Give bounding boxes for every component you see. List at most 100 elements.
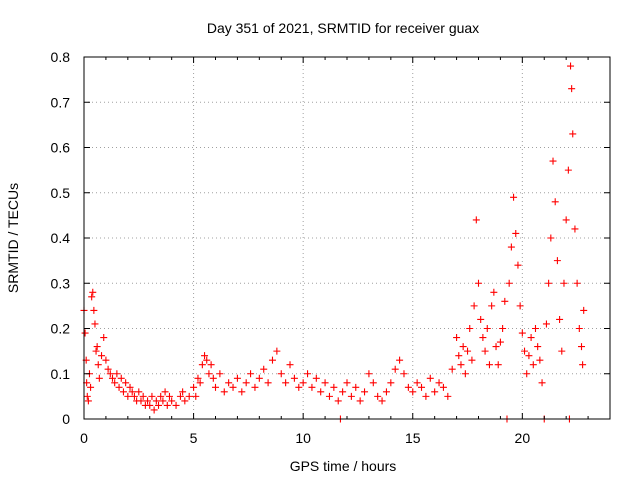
data-point-0-174 [568, 85, 576, 93]
data-point-0-158 [536, 356, 544, 364]
data-point-0-4 [83, 392, 91, 400]
data-point-0-23 [113, 370, 121, 378]
data-point-0-14 [94, 361, 102, 369]
data-point-0-134 [483, 325, 491, 332]
data-point-0-70 [238, 388, 246, 396]
data-point-0-168 [558, 347, 566, 355]
data-point-0-75 [260, 365, 268, 373]
data-point-0-157 [534, 343, 542, 351]
data-point-0-12 [92, 347, 100, 355]
data-point-0-111 [413, 379, 421, 387]
data-point-0-28 [124, 392, 132, 400]
data-point-0-45 [161, 388, 169, 396]
data-point-0-51 [179, 388, 187, 396]
data-point-0-151 [521, 347, 529, 355]
data-point-0-62 [207, 361, 215, 369]
data-point-0-81 [286, 361, 294, 369]
data-point-0-71 [242, 379, 250, 387]
data-point-0-13 [93, 343, 101, 351]
data-point-0-110 [409, 388, 417, 396]
data-point-0-88 [317, 388, 325, 396]
data-point-0-147 [512, 229, 520, 237]
data-point-0-1 [81, 329, 89, 337]
grid-layer [84, 57, 610, 419]
data-point-0-34 [137, 397, 145, 405]
data-point-0-30 [128, 388, 136, 396]
data-point-0-136 [488, 302, 496, 310]
data-point-0-38 [146, 401, 154, 409]
data-point-0-65 [216, 370, 224, 378]
data-point-0-149 [516, 302, 524, 310]
y-tick-label-0: 0 [62, 411, 70, 427]
data-point-0-64 [212, 383, 219, 391]
data-point-0-177 [573, 279, 581, 287]
data-point-0-94 [339, 388, 347, 396]
data-point-0-116 [435, 379, 443, 387]
data-point-0-5 [84, 397, 92, 405]
data-point-0-80 [282, 379, 290, 387]
data-point-0-87 [312, 374, 320, 382]
data-point-0-52 [181, 397, 189, 405]
data-point-0-48 [168, 397, 176, 405]
data-point-0-146 [510, 193, 518, 201]
data-point-0-20 [106, 370, 114, 378]
data-point-0-19 [104, 365, 112, 373]
data-point-0-9 [89, 288, 97, 296]
data-point-0-42 [155, 401, 163, 409]
data-point-0-167 [556, 315, 564, 323]
data-point-0-53 [185, 392, 193, 400]
data-point-0-171 [564, 166, 572, 174]
data-point-0-15 [95, 374, 103, 382]
data-point-0-96 [347, 392, 355, 400]
data-point-0-66 [220, 388, 228, 396]
data-point-0-83 [295, 383, 303, 391]
data-point-0-61 [205, 370, 213, 378]
data-point-0-163 [547, 234, 555, 242]
data-point-0-49 [172, 401, 180, 409]
data-point-0-155 [529, 361, 537, 369]
data-point-0-41 [152, 397, 160, 405]
data-point-0-35 [139, 392, 147, 400]
data-point-0-102 [374, 392, 382, 400]
data-point-0-145 [507, 243, 515, 251]
x-tick-label-3: 15 [405, 430, 421, 446]
data-point-0-67 [225, 379, 233, 387]
data-point-0-68 [229, 383, 237, 391]
data-point-0-92 [334, 397, 342, 405]
data-point-0-46 [163, 401, 171, 409]
axes-layer: 0 5 10 15 20 0 0.1 0.2 0.3 0.4 0.5 0.6 0.7 0.8 [51, 49, 611, 446]
data-point-0-91 [330, 383, 338, 391]
chart-title: Day 351 of 2021, SRMTID for receiver gua… [207, 20, 479, 36]
data-point-0-76 [264, 379, 272, 387]
data-point-0-170 [562, 216, 570, 224]
data-point-0-127 [468, 356, 476, 364]
x-tick-label-2: 10 [295, 430, 311, 446]
data-point-0-18 [102, 356, 110, 364]
data-point-0-173 [567, 62, 575, 70]
data-point-0-126 [466, 325, 474, 332]
data-point-0-117 [439, 383, 447, 391]
data-point-0-156 [531, 325, 539, 332]
data-point-0-73 [251, 383, 259, 391]
data-point-0-56 [194, 374, 202, 382]
data-point-0-72 [247, 370, 255, 378]
y-tick-label-3: 0.3 [51, 275, 71, 291]
data-point-0-132 [479, 334, 487, 342]
data-point-0-59 [201, 352, 209, 360]
data-point-0-138 [492, 343, 500, 351]
data-point-0-44 [159, 397, 167, 405]
data-point-0-27 [122, 379, 130, 387]
data-point-0-29 [126, 383, 134, 391]
data-point-0-112 [418, 383, 426, 391]
data-point-0-16 [98, 352, 106, 360]
data-point-0-139 [494, 361, 502, 369]
data-point-0-180 [579, 361, 587, 369]
data-point-0-21 [108, 374, 116, 382]
x-tick-label-0: 0 [80, 430, 88, 446]
data-point-0-100 [365, 370, 373, 378]
data-point-0-7 [87, 383, 95, 391]
data-point-0-122 [457, 361, 465, 369]
data-point-0-179 [578, 343, 586, 351]
data-point-0-140 [496, 338, 504, 346]
data-point-0-169 [560, 279, 568, 287]
